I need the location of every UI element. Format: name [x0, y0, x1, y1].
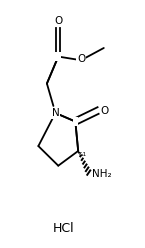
Bar	[72, 117, 78, 126]
Text: O: O	[77, 54, 85, 64]
Text: &1: &1	[79, 152, 87, 157]
Text: HCl: HCl	[53, 222, 75, 235]
Bar	[55, 52, 61, 62]
Text: NH₂: NH₂	[92, 169, 112, 179]
Text: O: O	[54, 16, 62, 26]
Text: O: O	[100, 105, 108, 116]
Text: N: N	[52, 108, 59, 118]
